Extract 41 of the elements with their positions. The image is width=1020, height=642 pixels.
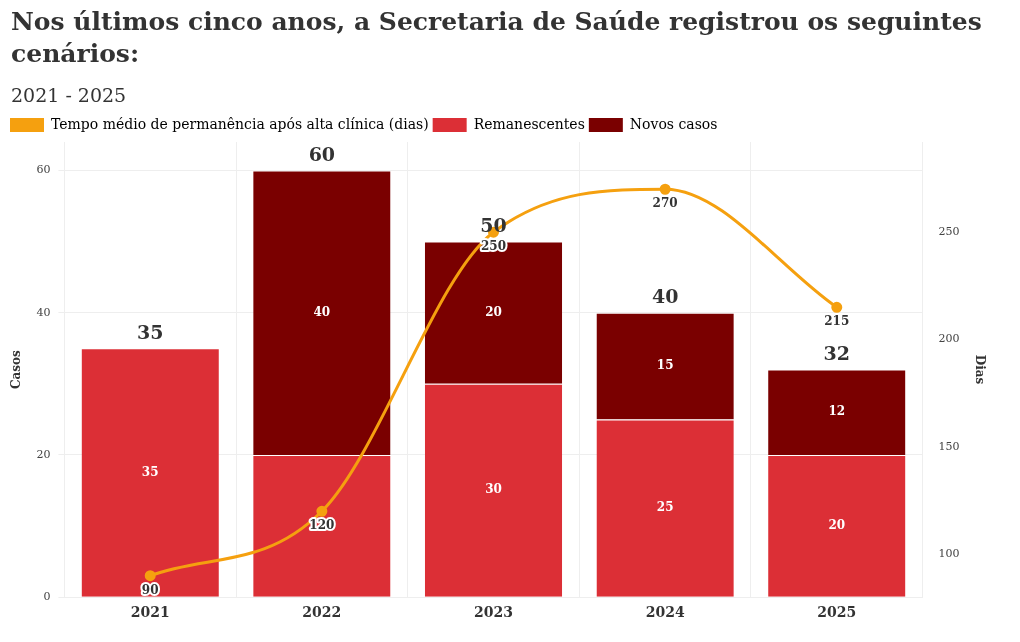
data-label: 35 — [141, 464, 159, 479]
x-tick-label: 2022 — [302, 604, 342, 621]
x-tick-label: 2021 — [130, 604, 170, 621]
data-label: 12 — [828, 404, 846, 419]
y2-tick-label: 100 — [938, 547, 960, 561]
chart-title: Nos últimos cinco anos, a Secretaria de Saúde registrou os seguintes cenários: — [11, 6, 983, 70]
y-tick-label: 0 — [43, 590, 51, 604]
total-label: 32 — [823, 342, 851, 365]
y2-tick-label: 250 — [938, 225, 960, 239]
total-label: 40 — [651, 285, 679, 308]
y-axis-title: Casos — [9, 349, 24, 390]
data-label: 250 — [480, 239, 507, 254]
data-label: 30 — [485, 482, 502, 497]
data-label: 20 — [828, 517, 846, 532]
x-tick-label: 2025 — [817, 604, 857, 621]
legend-label: Tempo médio de permanência após alta clínica (dias) — [51, 115, 429, 132]
x-tick-label: 2024 — [645, 604, 685, 621]
legend-label: Remanescentes — [473, 115, 585, 132]
legend-label: Novos casos — [629, 115, 718, 132]
point — [659, 183, 671, 195]
point — [831, 301, 843, 313]
data-label: 20 — [485, 304, 502, 319]
y2-axis-title: Dias — [972, 354, 987, 385]
data-label: 270 — [652, 196, 678, 211]
y-tick-label: 20 — [36, 447, 51, 461]
data-label: 15 — [656, 358, 674, 373]
data-label: 40 — [313, 304, 331, 319]
data-label: 25 — [656, 500, 674, 515]
y2-tick-label: 150 — [938, 439, 960, 453]
data-label: 120 — [309, 518, 335, 533]
x-tick-label: 2023 — [474, 604, 513, 621]
y-tick-label: 60 — [36, 163, 51, 177]
data-label: 215 — [824, 314, 850, 329]
y2-tick-label: 200 — [938, 332, 960, 346]
data-label: 90 — [141, 582, 159, 597]
point — [316, 505, 328, 517]
chart-subtitle: 2021 - 2025 — [11, 84, 127, 106]
y-tick-label: 40 — [36, 305, 51, 319]
total-label: 35 — [136, 320, 164, 343]
total-label: 60 — [308, 142, 336, 165]
point — [144, 570, 156, 582]
